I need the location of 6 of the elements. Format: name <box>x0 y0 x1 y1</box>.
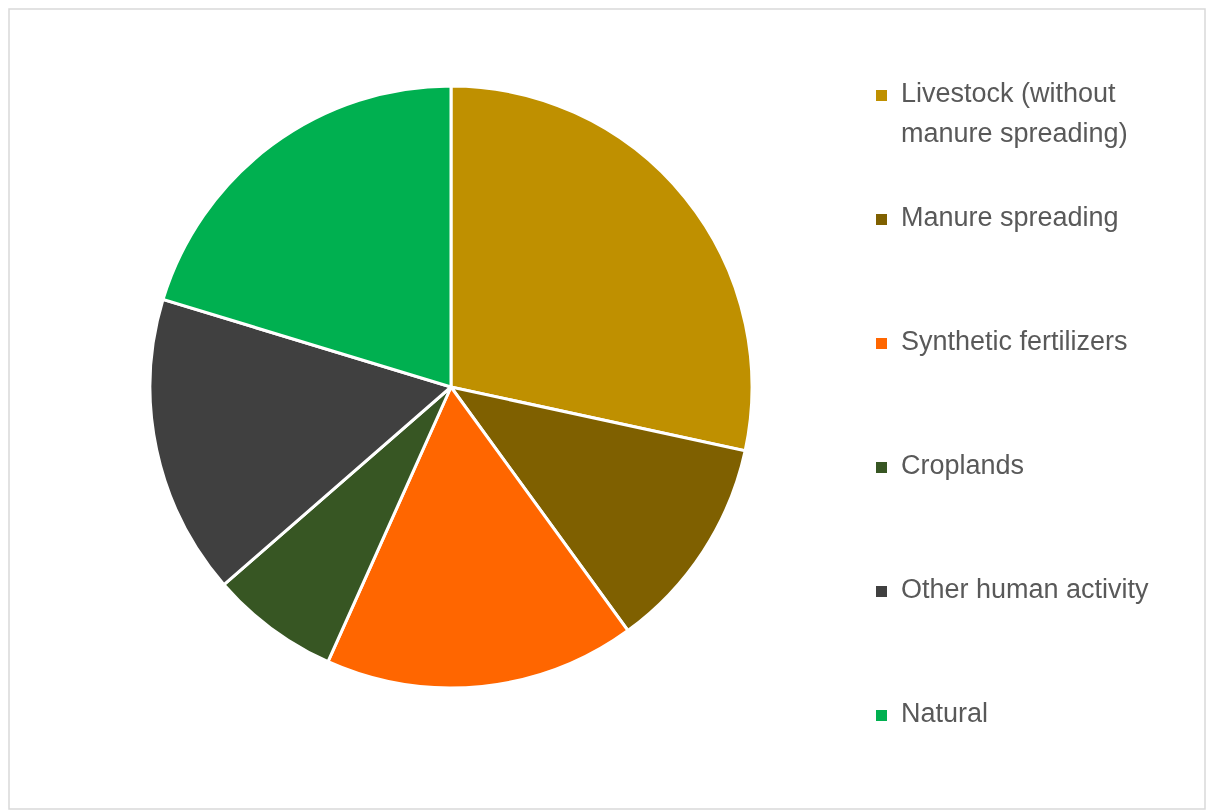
legend-label: Other human activity <box>901 574 1150 604</box>
legend-label: Croplands <box>901 450 1025 480</box>
legend-label: Livestock (without manure spreading) <box>901 78 1128 148</box>
legend-label: Synthetic fertilizers <box>901 326 1128 356</box>
legend-label: Natural <box>901 698 989 728</box>
legend-label: Manure spreading <box>901 202 1119 232</box>
